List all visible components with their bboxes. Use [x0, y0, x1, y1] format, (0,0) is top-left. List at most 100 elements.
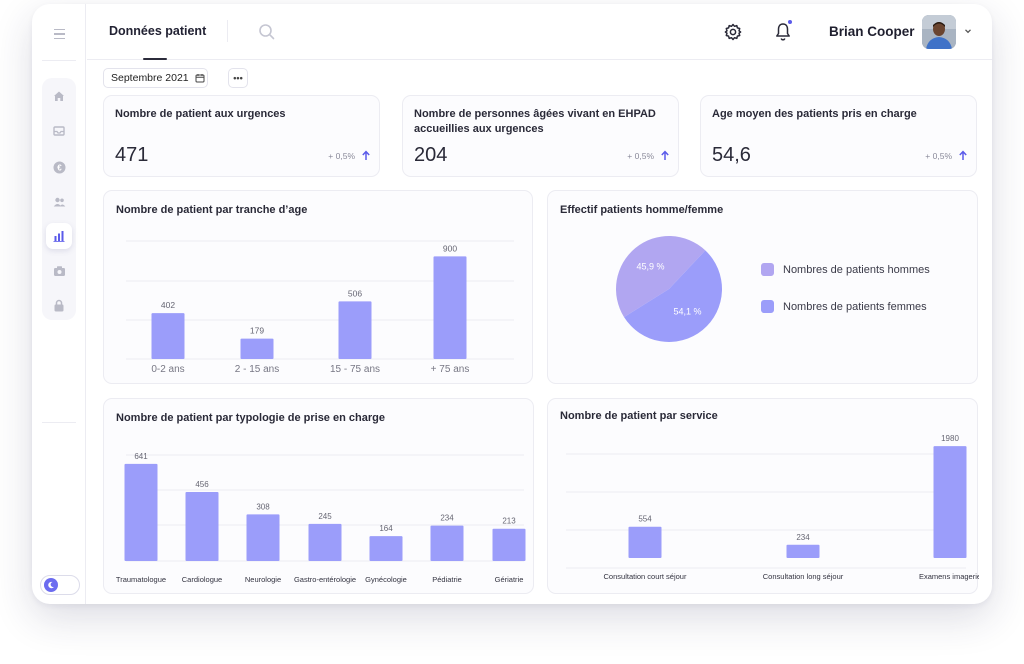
euro-icon: €	[53, 161, 65, 173]
arrow-up-icon	[959, 150, 967, 160]
bar-value-label: 179	[250, 326, 264, 336]
sidebar-item-finance[interactable]: €	[46, 154, 72, 180]
legend-label: Nombres de patients femmes	[783, 300, 927, 313]
bar-value-label: 308	[256, 502, 270, 511]
bar	[246, 514, 280, 561]
hamburger-menu-icon[interactable]	[49, 24, 69, 44]
bar-value-label: 213	[502, 517, 516, 526]
bell-icon	[776, 23, 790, 41]
lock-icon	[54, 299, 64, 311]
sidebar-nav: €	[42, 78, 76, 320]
bar	[369, 536, 403, 561]
stat-card-age-moyen: Age moyen des patients pris en charge 54…	[700, 95, 977, 177]
sidebar-item-stats[interactable]	[46, 223, 72, 249]
bar-value-label: 234	[796, 533, 810, 542]
bar-value-label: 245	[318, 512, 332, 521]
bar	[933, 446, 967, 558]
stat-title: Age moyen des patients pris en charge	[712, 108, 917, 120]
bar-value-label: 456	[195, 480, 209, 489]
arrow-up-icon	[362, 150, 370, 160]
bar-chart-typologie: 641 Traumatologue 456 Cardiologue 308 Neurolo…	[116, 452, 526, 584]
category-label: Examens imagerie	[919, 572, 979, 581]
notification-badge	[787, 19, 793, 25]
bar-value-label: 641	[134, 452, 148, 461]
stat-delta: + 0,5%	[328, 151, 355, 161]
stat-value: 471	[115, 144, 149, 166]
sidebar-item-security[interactable]	[46, 292, 72, 318]
chart-card-service: Nombre de patient par service 554 Consult…	[547, 398, 979, 594]
dark-mode-toggle[interactable]	[40, 575, 80, 595]
inbox-icon	[53, 126, 65, 136]
bar-chart-icon	[53, 231, 65, 242]
legend-swatch	[761, 263, 774, 276]
arrow-up-icon	[661, 150, 669, 160]
bar	[240, 338, 274, 359]
category-label: Traumatologue	[116, 575, 166, 584]
pie-slice	[616, 236, 706, 318]
stat-title: Nombre de personnes âgées vivant en EHPA…	[414, 108, 656, 135]
sidebar: €	[32, 4, 86, 604]
app-window: € Données patient	[32, 4, 992, 604]
category-label: Gériatrie	[495, 575, 524, 584]
chevron-down-icon[interactable]	[963, 26, 973, 36]
stat-card-urgences: Nombre de patient aux urgences 471 + 0,5…	[103, 95, 380, 177]
chart-title: Nombre de patient par tranche d’age	[116, 204, 308, 216]
avatar[interactable]	[922, 15, 956, 49]
stat-value: 54,6	[712, 144, 751, 166]
users-icon	[53, 197, 65, 207]
bar-value-label: 234	[440, 514, 454, 523]
stat-delta: + 0,5%	[627, 151, 654, 161]
bar	[433, 256, 467, 359]
bar	[430, 525, 464, 561]
bar-chart-age: 402 0-2 ans 179 2 - 15 ans 506 15 - 75 ans 900…	[126, 240, 514, 375]
svg-text:€: €	[57, 163, 62, 172]
date-picker[interactable]: Septembre 2021	[103, 68, 208, 88]
chart-card-typologie: Nombre de patient par typologie de prise…	[103, 398, 534, 594]
category-label: Gastro-entérologie	[294, 575, 356, 584]
notifications-button[interactable]	[773, 19, 793, 43]
sidebar-item-users[interactable]	[46, 189, 72, 215]
pie-data-label: 45,9 %	[636, 261, 664, 271]
bar-value-label: 164	[379, 524, 393, 533]
bar-value-label: 554	[638, 515, 652, 524]
category-label: Cardiologue	[182, 575, 222, 584]
stat-delta: + 0,5%	[925, 151, 952, 161]
bar	[124, 463, 158, 561]
bar-value-label: 900	[443, 243, 457, 253]
top-bar-divider	[227, 20, 228, 42]
gear-icon[interactable]	[723, 22, 743, 42]
calendar-icon	[195, 74, 205, 83]
category-label: 0-2 ans	[151, 364, 184, 375]
bar-chart-service: 554 Consultation court séjour 234 Consultat…	[566, 434, 979, 581]
category-label: 15 - 75 ans	[330, 364, 380, 375]
sidebar-item-inbox[interactable]	[46, 118, 72, 144]
sidebar-item-media[interactable]	[46, 258, 72, 284]
pie-slice	[624, 250, 722, 342]
chart-card-sexe: Effectif patients homme/femme 45,9 % 54,1…	[547, 190, 978, 384]
chart-title: Nombre de patient par typologie de prise…	[116, 412, 385, 424]
category-label: Neurologie	[245, 575, 281, 584]
bar	[338, 301, 372, 359]
bar	[786, 544, 820, 558]
chart-card-age: Nombre de patient par tranche d’age 402 0…	[103, 190, 533, 384]
bar-value-label: 1980	[941, 434, 959, 443]
stat-card-ehpad: Nombre de personnes âgées vivant en EHPA…	[402, 95, 679, 177]
pie-data-label: 54,1 %	[673, 307, 701, 317]
bar-value-label: 402	[161, 300, 175, 310]
chart-title: Nombre de patient par service	[560, 410, 718, 422]
date-label: Septembre 2021	[111, 72, 189, 84]
user-name[interactable]: Brian Cooper	[829, 24, 915, 39]
search-icon[interactable]	[257, 22, 277, 42]
bar	[628, 526, 662, 558]
sidebar-item-home[interactable]	[46, 83, 72, 109]
category-label: + 75 ans	[431, 364, 470, 375]
more-options-button[interactable]: •••	[228, 68, 248, 88]
top-bar: Données patient Brian Cooper	[87, 4, 992, 60]
tab-active-indicator	[143, 58, 167, 60]
legend-item-femmes: Nombres de patients femmes	[761, 300, 927, 313]
sidebar-divider	[42, 60, 76, 61]
chart-title: Effectif patients homme/femme	[560, 204, 724, 216]
home-icon	[54, 91, 64, 101]
stat-title: Nombre de patient aux urgences	[115, 108, 286, 120]
tab-donnees-patient[interactable]: Données patient	[109, 24, 207, 38]
